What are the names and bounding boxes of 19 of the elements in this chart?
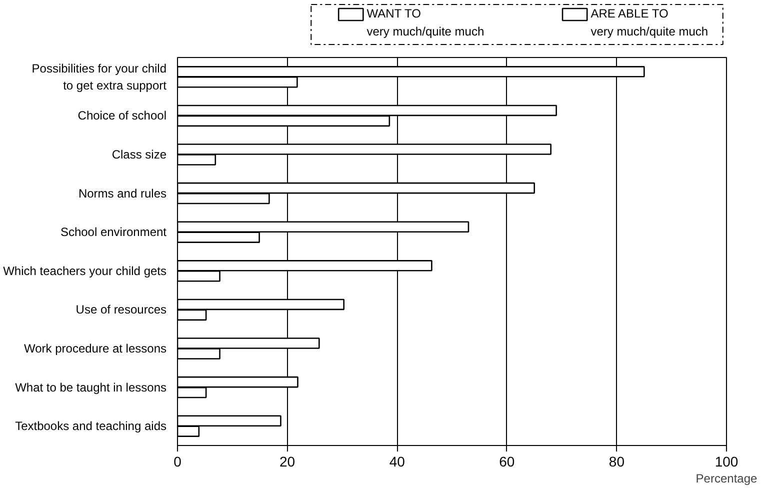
y-tick-label: School environment [60, 225, 168, 240]
x-axis-title: Percentage [696, 472, 758, 486]
x-tick-label: 100 [714, 454, 738, 470]
y-tick-label: Choice of school [78, 108, 166, 123]
y-tick-label: Norms and rules [78, 186, 166, 200]
y-tick-label: Work procedure at lessons [24, 342, 167, 356]
y-tick-label: Textbooks and teaching aids [15, 419, 166, 434]
legend-label: WANT TO very much/quite much [366, 6, 484, 39]
y-tick-label: Which teachers your child gets [3, 264, 166, 278]
x-tick-label: 80 [608, 454, 625, 470]
x-tick-label: 40 [389, 454, 406, 470]
x-tick-label: 0 [174, 454, 182, 470]
x-tick-label: 60 [499, 454, 515, 470]
y-tick-label: What to be taught in lessons [15, 380, 167, 394]
y-tick-label: Use of resources [76, 302, 166, 317]
x-tick-label: 20 [280, 454, 296, 470]
legend-label: ARE ABLE TO very much/quite much [590, 6, 708, 39]
y-tick-label: Class size [112, 148, 167, 162]
y-tick-label: Possibilities for your child to get extra support [32, 62, 168, 92]
